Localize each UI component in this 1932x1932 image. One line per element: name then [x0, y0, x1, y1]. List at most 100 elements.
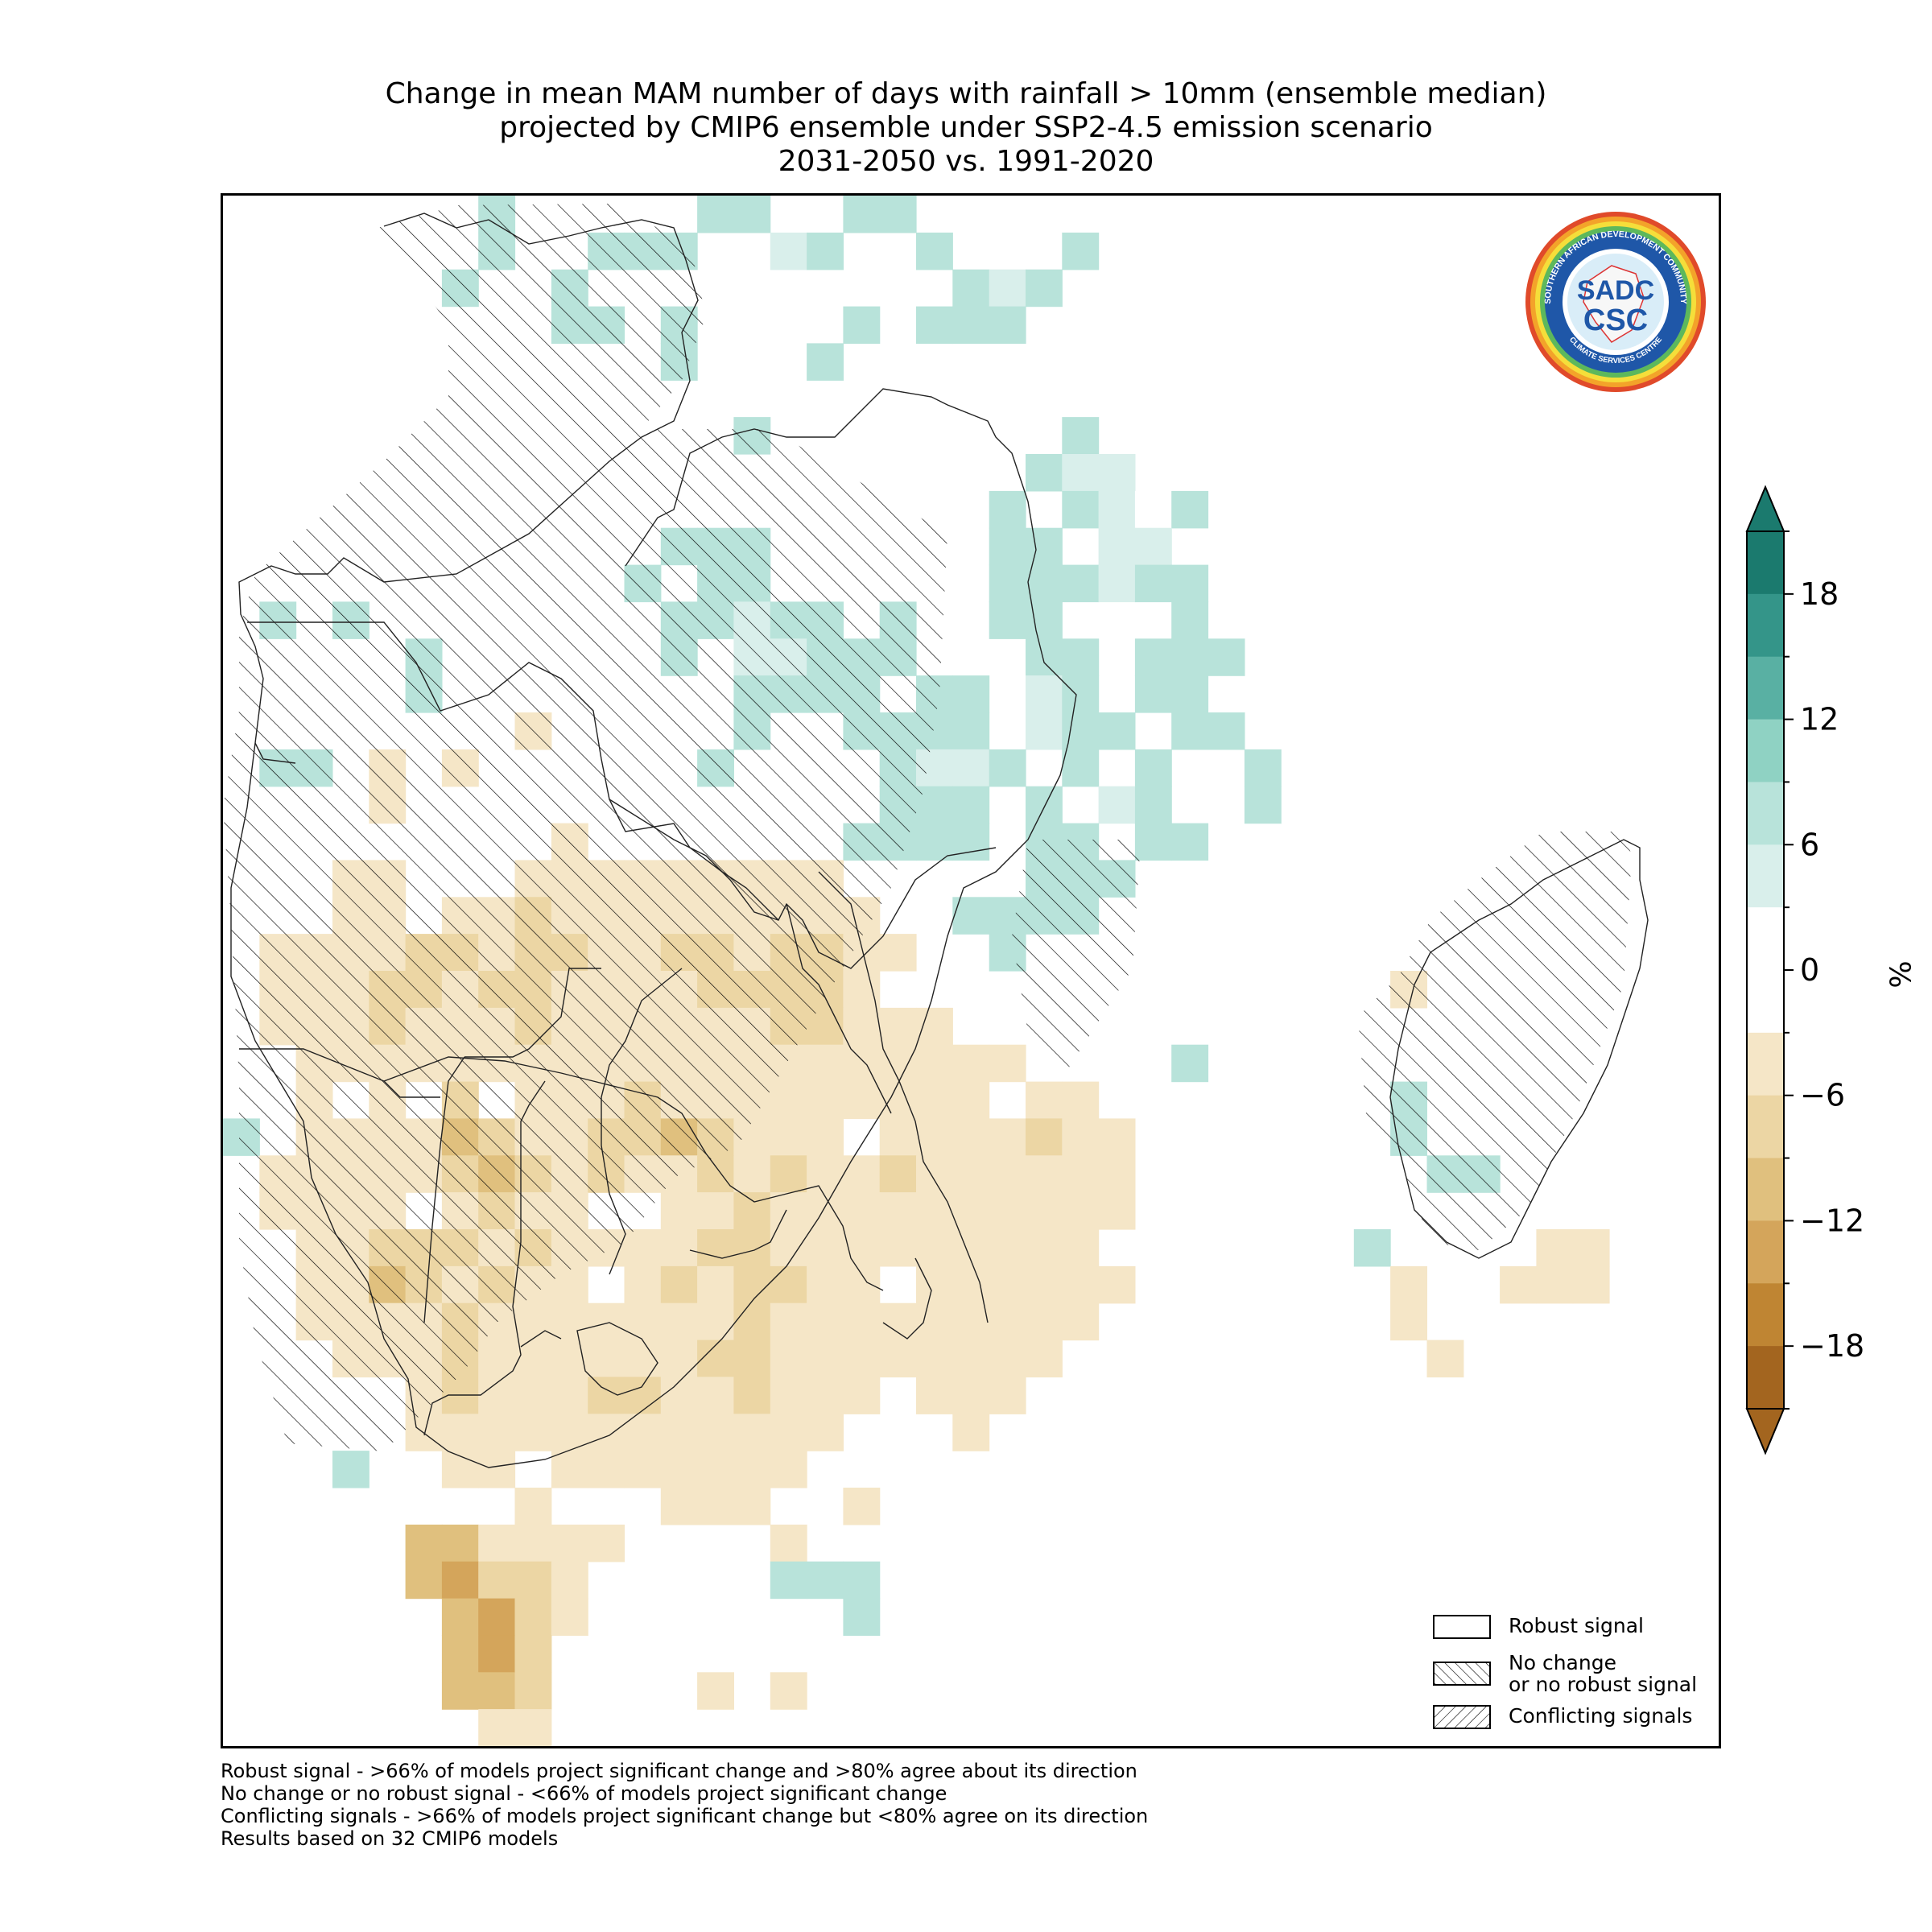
legend-item-no-change: No change or no robust signal — [1433, 1652, 1697, 1695]
grid-cell — [733, 1488, 771, 1525]
grid-cell — [660, 1192, 698, 1230]
legend-swatch-no-change — [1433, 1662, 1491, 1686]
grid-cell — [1536, 1265, 1574, 1304]
colorbar-segment — [1747, 1095, 1784, 1159]
title-line-1: Change in mean MAM number of days with r… — [385, 77, 1547, 110]
grid-cell — [1390, 1265, 1427, 1304]
grid-cell — [660, 1488, 698, 1525]
grid-cell — [697, 1302, 734, 1341]
grid-cell — [551, 1340, 588, 1378]
footnotes: Robust signal - >66% of models project s… — [221, 1760, 1148, 1850]
grid-cell — [770, 1524, 807, 1563]
grid-cell — [879, 1081, 917, 1120]
grid-cell — [1171, 601, 1209, 639]
grid-cell — [733, 1377, 771, 1414]
grid-cell — [843, 1265, 881, 1304]
grid-cell — [770, 1081, 807, 1120]
grid-cell — [624, 1265, 662, 1304]
grid-cell — [879, 1007, 917, 1046]
grid-cell — [989, 1044, 1026, 1083]
grid-cell — [1062, 1302, 1100, 1341]
grid-cell — [952, 269, 990, 308]
colorbar-segment — [1747, 719, 1784, 782]
colorbar-tick-label: 6 — [1800, 827, 1819, 862]
title-line-2: projected by CMIP6 ensemble under SSP2-4… — [499, 111, 1433, 144]
grid-cell — [697, 1229, 734, 1267]
grid-cell — [989, 306, 1026, 345]
grid-cell — [733, 1414, 771, 1451]
grid-cell — [1062, 1118, 1100, 1156]
grid-cell — [916, 1340, 953, 1378]
footnote-line: Results based on 32 CMIP6 models — [221, 1827, 559, 1850]
grid-cell — [514, 1340, 552, 1378]
grid-cell — [916, 1007, 953, 1046]
grid-cell — [1098, 454, 1136, 492]
grid-cell — [441, 1672, 479, 1710]
grid-cell — [1171, 564, 1209, 603]
grid-cell — [770, 1377, 807, 1414]
grid-cell — [1134, 564, 1172, 603]
grid-cell — [1572, 1229, 1610, 1267]
grid-cell — [879, 934, 917, 972]
grid-cell — [697, 1488, 734, 1525]
grid-cell — [770, 1229, 807, 1267]
grid-cell — [1026, 1192, 1063, 1230]
grid-cell — [989, 1118, 1026, 1156]
grid-cell — [1500, 1265, 1537, 1304]
grid-cell — [916, 1118, 953, 1156]
grid-cell — [1572, 1265, 1610, 1304]
grid-cell — [916, 823, 953, 861]
grid-cell — [733, 1340, 771, 1378]
grid-cell — [1208, 712, 1245, 750]
grid-cell — [514, 1302, 552, 1341]
grid-cell — [989, 1229, 1026, 1267]
grid-cell — [660, 1302, 698, 1341]
grid-cell — [1062, 1081, 1100, 1120]
colorbar-segment — [1747, 1283, 1784, 1347]
grid-cell — [770, 1302, 807, 1341]
grid-cell — [1171, 638, 1209, 676]
legend-label-no-change: No change or no robust signal — [1509, 1651, 1698, 1696]
map-title: Change in mean MAM number of days with r… — [0, 77, 1932, 179]
grid-cell — [1026, 1155, 1063, 1193]
grid-cell — [807, 1229, 844, 1267]
grid-cell — [697, 1451, 734, 1488]
grid-cell — [478, 1524, 516, 1563]
grid-cell — [916, 1044, 953, 1083]
map-panel — [221, 193, 1721, 1748]
grid-cell — [989, 749, 1026, 787]
grid-cell — [843, 1561, 881, 1600]
grid-cell — [405, 1524, 443, 1563]
colorbar-segment — [1747, 844, 1784, 908]
title-line-3: 2031-2050 vs. 1991-2020 — [778, 145, 1154, 178]
grid-cell — [952, 749, 990, 787]
grid-cell — [1208, 638, 1245, 676]
grid-cell — [733, 1265, 771, 1304]
grid-cell — [1026, 786, 1063, 824]
grid-cell — [843, 1598, 881, 1637]
colorbar: 18 12 6 0 −6 −12 −18 — [1745, 485, 1864, 1455]
grid-cell — [514, 1377, 552, 1414]
grid-cell — [514, 1635, 552, 1673]
grid-cell — [441, 1414, 479, 1451]
grid-cell — [843, 306, 881, 345]
grid-cell — [807, 343, 844, 381]
grid-cell — [916, 1081, 953, 1120]
grid-cell — [989, 527, 1026, 566]
colorbar-tick-label: −18 — [1800, 1328, 1864, 1364]
grid-cell — [551, 1451, 588, 1488]
grid-cell — [478, 1340, 516, 1378]
grid-cell — [1134, 527, 1172, 566]
grid-cell — [952, 1192, 990, 1230]
grid-cell — [843, 1044, 881, 1083]
grid-cell — [1062, 417, 1100, 455]
grid-cell — [1134, 823, 1172, 861]
grid-cell — [1062, 232, 1100, 270]
grid-cell — [1098, 527, 1136, 566]
grid-cell — [733, 1155, 771, 1193]
grid-cell — [551, 1598, 588, 1637]
grid-cell — [1171, 675, 1209, 713]
grid-cell — [989, 1302, 1026, 1341]
grid-cell — [1390, 1302, 1427, 1341]
grid-cell — [551, 1377, 588, 1414]
